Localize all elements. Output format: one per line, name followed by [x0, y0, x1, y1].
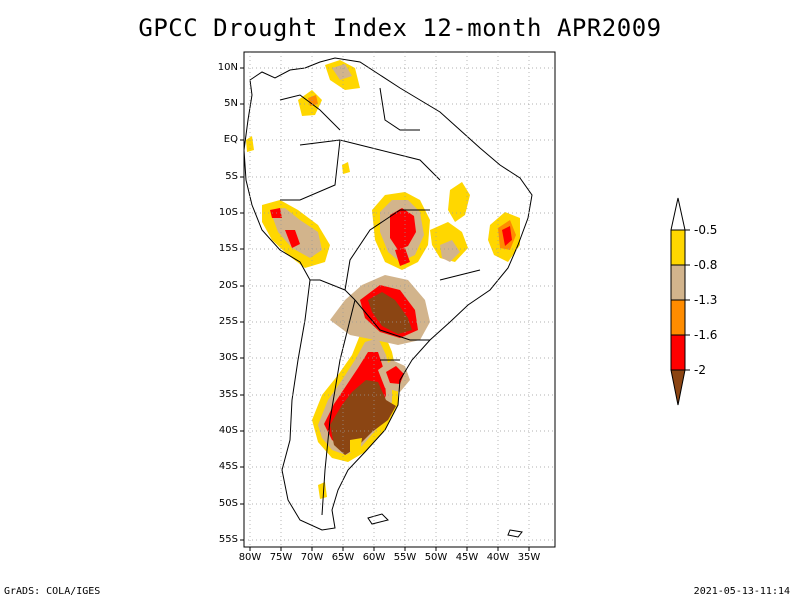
- lon-label: 75W: [269, 552, 293, 563]
- legend-label: -1.3: [694, 293, 718, 307]
- lat-label: 35S: [218, 389, 238, 400]
- footer-credit: GrADS: COLA/IGES: [4, 586, 101, 597]
- lat-label: EQ: [223, 134, 238, 145]
- map-title: GPCC Drought Index 12-month APR2009: [138, 14, 662, 42]
- legend-swatch-above: [670, 197, 686, 231]
- lat-label: 20S: [218, 280, 238, 291]
- footer-timestamp: 2021-05-13-11:14: [693, 586, 790, 597]
- lat-label: 30S: [218, 352, 238, 363]
- lon-label: 80W: [238, 552, 262, 563]
- legend-label: -0.5: [694, 223, 718, 237]
- legend-label: -2: [694, 363, 706, 377]
- legend-colorbar: [670, 197, 690, 406]
- lon-label: 35W: [517, 552, 541, 563]
- legend-swatch-3: [670, 299, 686, 336]
- lon-label: 60W: [362, 552, 386, 563]
- legend-swatch-2: [670, 264, 686, 301]
- lat-label: 50S: [218, 498, 238, 509]
- lat-label: 5S: [225, 171, 238, 182]
- ticks: [240, 67, 530, 551]
- legend-label: -1.6: [694, 328, 718, 342]
- legend-label: -0.8: [694, 258, 718, 272]
- lat-label: 40S: [218, 425, 238, 436]
- lon-label: 65W: [331, 552, 355, 563]
- legend-swatch-below: [670, 369, 686, 406]
- lat-label: 25S: [218, 316, 238, 327]
- lat-label: 15S: [218, 243, 238, 254]
- lon-label: 50W: [424, 552, 448, 563]
- graticule: [244, 52, 555, 547]
- lat-label: 5N: [224, 98, 238, 109]
- legend-swatch-1: [670, 229, 686, 266]
- lat-label: 45S: [218, 461, 238, 472]
- lon-label: 40W: [486, 552, 510, 563]
- lat-label: 10N: [217, 62, 238, 73]
- lon-label: 45W: [455, 552, 479, 563]
- lat-label: 10S: [218, 207, 238, 218]
- coastlines: [243, 57, 533, 538]
- legend-swatch-4: [670, 334, 686, 371]
- lon-label: 55W: [393, 552, 417, 563]
- lat-label: 55S: [218, 534, 238, 545]
- drought-shading: [246, 60, 520, 499]
- lon-label: 70W: [300, 552, 324, 563]
